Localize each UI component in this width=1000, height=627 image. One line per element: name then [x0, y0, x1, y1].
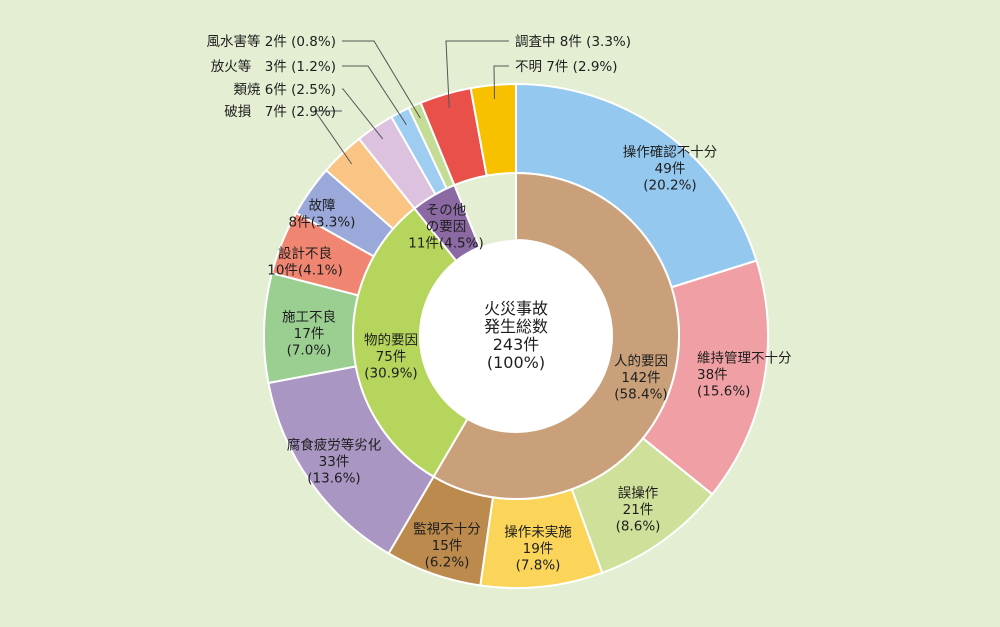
outer-label: 誤操作 21件(8.6%)	[616, 486, 661, 535]
outer-label-line: (7.0%)	[287, 343, 332, 359]
outer-label-line: (15.6%)	[697, 384, 750, 400]
outer-label-line: 設計不良	[278, 246, 332, 262]
outer-label-line: 49件	[655, 161, 686, 177]
inner-label-line: 11件(4.5%)	[408, 236, 484, 252]
outer-label: 監視不十分 15件(6.2%)	[413, 521, 481, 571]
inner-label: 物的要因 75件(30.9%)	[364, 333, 418, 382]
outer-label-line: 操作確認不十分	[623, 145, 718, 161]
outer-label-line: 施工不良	[282, 310, 336, 326]
inner-label-line: (30.9%)	[364, 366, 417, 382]
outer-label-line: (8.6%)	[616, 519, 661, 535]
callout-label-line: 調査中 8件 (3.3%)	[515, 34, 631, 50]
leader-line	[314, 110, 353, 165]
inner-label: その他の要因 11件(4.5%)	[408, 203, 484, 252]
center-label-line: 火災事故	[484, 299, 548, 318]
inner-label-line: 142件	[621, 370, 660, 386]
inner-label-line: 人的要因	[614, 354, 668, 370]
outer-label-line: 17件	[294, 326, 325, 342]
inner-label-line: の要因	[426, 219, 467, 235]
center-label-line: 243件	[493, 335, 540, 354]
outer-label-line: (20.2%)	[643, 178, 696, 194]
callout-label: 破損 7件 (2.9%)	[224, 104, 336, 120]
outer-label-line: 21件	[623, 502, 654, 518]
outer-label-line: (6.2%)	[425, 555, 470, 571]
outer-label-line: 維持管理不十分	[697, 351, 792, 367]
outer-label-line: (7.8%)	[516, 558, 561, 574]
center-label-line: 発生総数	[484, 317, 548, 336]
leader-line	[445, 40, 509, 108]
outer-label-line: 15件	[432, 538, 463, 554]
inner-label: 人的要因 142件(58.4%)	[614, 354, 668, 403]
leader-line	[342, 40, 421, 119]
outer-label: 操作確認不十分 49件(20.2%)	[623, 145, 718, 194]
outer-label-line: 33件	[319, 454, 350, 470]
outer-label-line: 19件	[523, 541, 554, 557]
outer-label: 維持管理不十分 38件(15.6%)	[697, 351, 792, 400]
outer-label-line: 38件	[697, 367, 728, 383]
callout-label-line: 破損 7件 (2.9%)	[224, 104, 336, 120]
outer-label: 設計不良 10件(4.1%)	[267, 246, 343, 279]
outer-label: 操作未実施 19件(7.8%)	[504, 525, 572, 574]
outer-label-line: 8件(3.3%)	[289, 214, 356, 230]
outer-label-line: 誤操作	[618, 486, 659, 502]
inner-label-line: (58.4%)	[614, 387, 667, 403]
outer-label: 故障 8件(3.3%)	[289, 198, 356, 231]
center-hole	[420, 240, 612, 432]
callout-label: 調査中 8件 (3.3%)	[515, 34, 631, 50]
callout-label-line: 放火等 3件 (1.2%)	[211, 58, 336, 75]
outer-label-line: 腐食疲労等劣化	[287, 437, 382, 454]
center-label: 火災事故発生総数 243件(100%)	[484, 299, 548, 372]
outer-label-line: 監視不十分	[413, 521, 481, 538]
callout-label: 放火等 3件 (1.2%)	[211, 58, 336, 75]
inner-label-line: 物的要因	[364, 333, 418, 349]
outer-label: 腐食疲労等劣化 33件(13.6%)	[287, 437, 382, 487]
outer-label-line: (13.6%)	[307, 471, 360, 487]
callout-label-line: 風水害等 2件 (0.8%)	[206, 33, 336, 50]
center-label-line: (100%)	[487, 353, 545, 372]
leader-line	[493, 65, 509, 100]
leader-line	[342, 88, 384, 140]
outer-label-line: 故障	[309, 198, 336, 214]
callout-label: 類焼 6件 (2.5%)	[233, 82, 336, 98]
outer-label-line: 10件(4.1%)	[267, 262, 343, 278]
leader-line	[342, 65, 407, 125]
callout-label: 不明 7件 (2.9%)	[515, 59, 618, 75]
callout-label: 風水害等 2件 (0.8%)	[206, 33, 336, 50]
outer-label: 施工不良 17件(7.0%)	[282, 310, 336, 359]
inner-label-line: 75件	[376, 349, 407, 365]
outer-label-line: 操作未実施	[504, 525, 572, 541]
callout-label-line: 不明 7件 (2.9%)	[515, 59, 618, 75]
inner-label-line: その他	[426, 203, 467, 219]
callout-label-line: 類焼 6件 (2.5%)	[233, 82, 336, 98]
